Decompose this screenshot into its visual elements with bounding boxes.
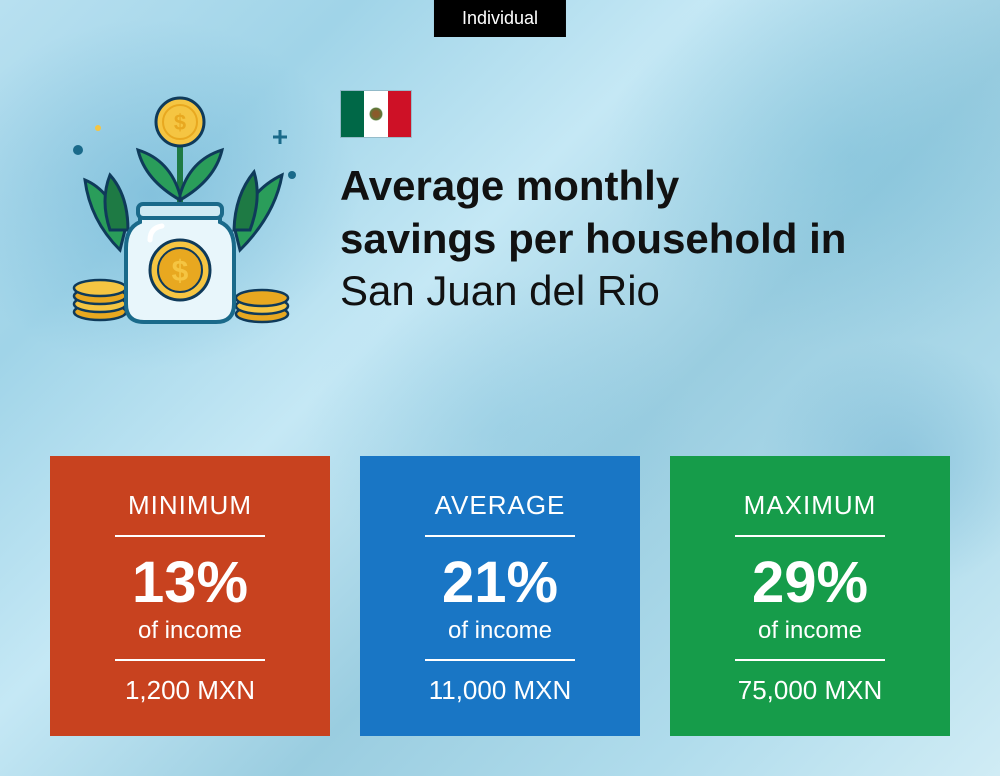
divider — [115, 659, 265, 661]
title-block: Average monthly savings per household in… — [340, 80, 846, 318]
card-label: MINIMUM — [78, 490, 302, 521]
header: $ $ — [50, 80, 950, 340]
card-minimum: MINIMUM 13% of income 1,200 MXN — [50, 456, 330, 736]
card-maximum: MAXIMUM 29% of income 75,000 MXN — [670, 456, 950, 736]
card-label: MAXIMUM — [698, 490, 922, 521]
mexico-flag-icon — [340, 90, 412, 138]
card-percent: 29% — [698, 551, 922, 615]
divider — [115, 535, 265, 537]
svg-text:$: $ — [174, 110, 186, 135]
card-percent: 13% — [78, 551, 302, 615]
card-average: AVERAGE 21% of income 11,000 MXN — [360, 456, 640, 736]
divider — [425, 535, 575, 537]
card-amount: 75,000 MXN — [698, 675, 922, 706]
page-title: Average monthly savings per household in… — [340, 160, 846, 318]
category-badge: Individual — [434, 0, 566, 37]
card-sub: of income — [388, 617, 612, 645]
divider — [735, 535, 885, 537]
card-sub: of income — [698, 617, 922, 645]
divider — [425, 659, 575, 661]
title-line-1: Average monthly — [340, 160, 846, 213]
card-amount: 1,200 MXN — [78, 675, 302, 706]
title-location: San Juan del Rio — [340, 265, 846, 318]
stat-cards: MINIMUM 13% of income 1,200 MXN AVERAGE … — [50, 456, 950, 736]
card-percent: 21% — [388, 551, 612, 615]
card-sub: of income — [78, 617, 302, 645]
card-label: AVERAGE — [388, 490, 612, 521]
card-amount: 11,000 MXN — [388, 675, 612, 706]
divider — [735, 659, 885, 661]
savings-illustration: $ $ — [50, 80, 310, 340]
svg-text:$: $ — [172, 255, 189, 288]
title-line-2: savings per household in — [340, 213, 846, 266]
